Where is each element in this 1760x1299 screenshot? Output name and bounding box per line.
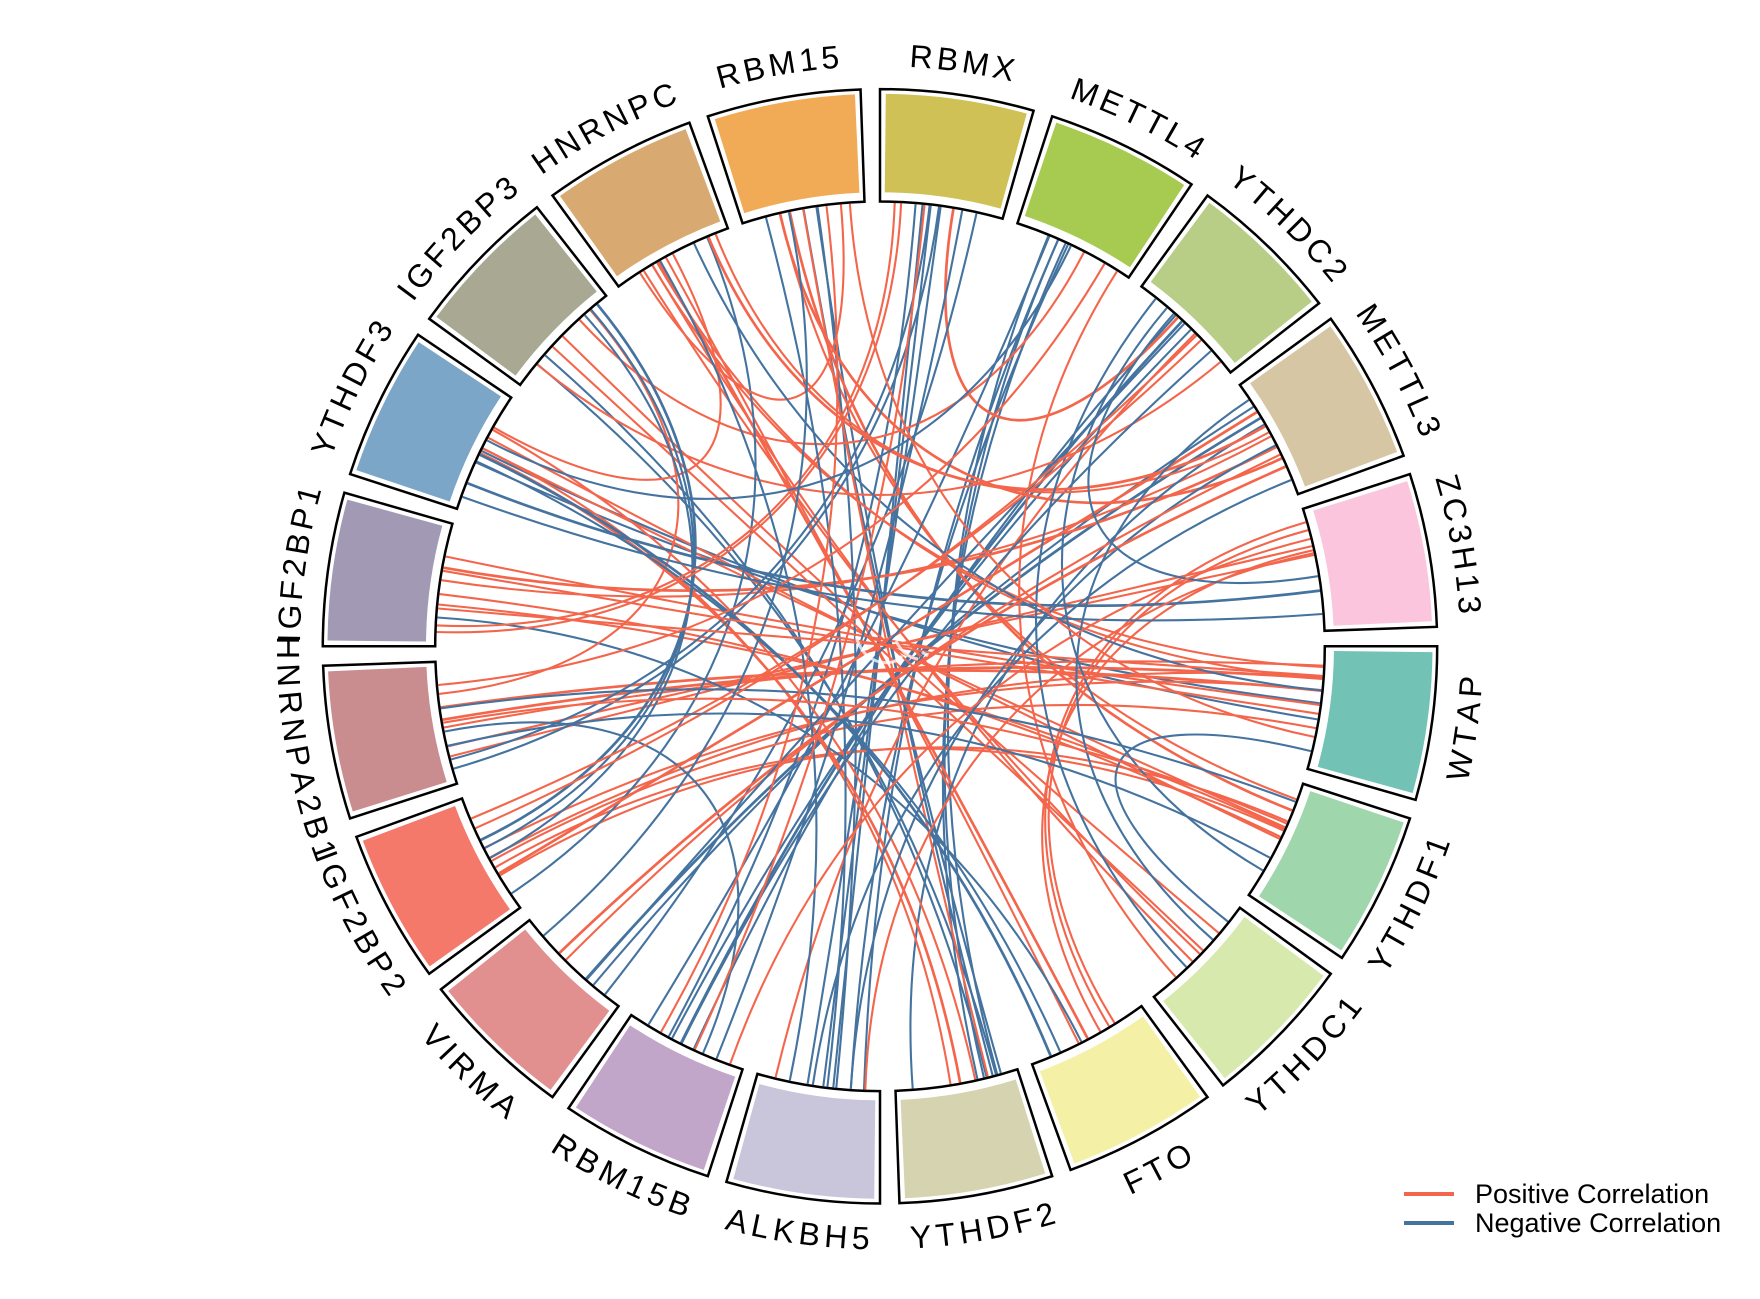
svg-text:A: A [1449, 699, 1487, 725]
svg-text:1: 1 [797, 41, 819, 79]
svg-text:1: 1 [1449, 572, 1487, 594]
svg-text:Negative Correlation: Negative Correlation [1475, 1208, 1721, 1238]
svg-text:5: 5 [851, 1220, 870, 1257]
svg-text:B: B [797, 1215, 822, 1253]
svg-text:B: B [935, 40, 960, 78]
svg-text:H: H [270, 636, 306, 659]
svg-text:M: M [960, 43, 992, 83]
svg-text:R: R [272, 689, 310, 715]
svg-text:G: G [271, 604, 308, 631]
svg-text:T: T [934, 1216, 957, 1254]
svg-text:Positive Correlation: Positive Correlation [1475, 1179, 1709, 1209]
svg-text:H: H [1445, 544, 1484, 572]
svg-text:F: F [273, 579, 311, 602]
svg-text:N: N [270, 663, 307, 688]
svg-text:2: 2 [275, 556, 313, 578]
svg-text:H: H [957, 1212, 985, 1251]
svg-text:P: P [1452, 675, 1489, 699]
svg-text:5: 5 [820, 39, 841, 76]
svg-text:Y: Y [909, 1218, 933, 1255]
svg-text:R: R [908, 38, 934, 76]
svg-text:I: I [271, 633, 307, 642]
svg-text:M: M [766, 44, 798, 84]
svg-text:H: H [823, 1218, 849, 1256]
svg-text:3: 3 [1451, 595, 1488, 615]
svg-text:N: N [274, 716, 313, 744]
